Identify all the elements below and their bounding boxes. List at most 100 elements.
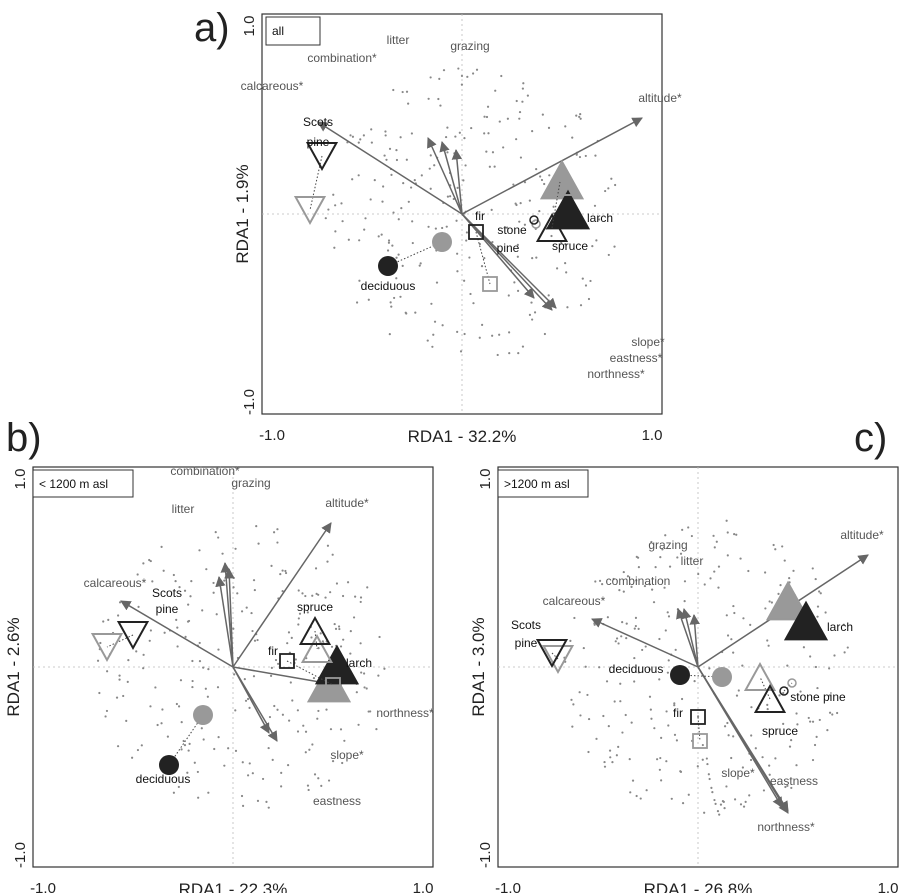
panel-2-sample-point [317, 709, 320, 713]
panel-2-sample-point [248, 706, 251, 709]
panel-2-sample-point [335, 582, 339, 585]
panel-3-sample-point [713, 546, 716, 549]
panel-3-sample-point [836, 711, 839, 715]
panel-2-sample-point [281, 713, 284, 716]
panel-2-sample-point [339, 645, 343, 648]
panel-1-sample-point [407, 102, 410, 105]
panel-1-sample-point [506, 117, 509, 120]
panel-3-sample-point [660, 779, 663, 782]
panel-1-sample-point [614, 183, 617, 187]
panel-3-sample-point [726, 634, 730, 637]
panel-2-sample-point [151, 580, 154, 583]
panel-3-sample-point [750, 734, 753, 737]
panel-1-sample-point [377, 235, 380, 238]
panel-1-sample-point [457, 67, 460, 70]
panel-3-env-label-7: slope* [721, 766, 755, 780]
panel-1-sample-point [363, 228, 366, 231]
panel-3-sample-point [582, 646, 585, 650]
panel-2-sample-point [311, 743, 314, 746]
panel-1-species-symbol-1 [305, 142, 339, 172]
panel-2-sample-point [269, 674, 273, 677]
panel-1-sample-point [502, 146, 505, 149]
panel-2-sample-point [363, 686, 366, 689]
panel-1-sample-point [491, 151, 495, 154]
panel-1-sample-point [418, 264, 421, 267]
panel-1-sample-point [411, 241, 414, 245]
panel-1-sample-point [341, 220, 344, 223]
panel-3-sample-point [601, 583, 604, 586]
panel-2-env-label-5: grazing [231, 476, 270, 490]
panel-3-sample-point [624, 713, 627, 717]
panel-3-sample-point [708, 667, 711, 670]
panel-1-sample-point [439, 104, 442, 107]
panel-2-env-label-3: combination* [170, 464, 240, 478]
panel-1-y-tick-max: 1.0 [241, 16, 258, 37]
panel-2-sample-point [301, 592, 304, 595]
panel-1-sample-point [547, 294, 550, 297]
panel-2-env-label-1: altitude* [325, 496, 369, 510]
panel-1-sample-point [530, 301, 533, 304]
panel-1-sample-point [380, 233, 383, 236]
panel-3-sample-point [648, 583, 651, 586]
panel-1-sample-point [383, 154, 386, 157]
panel-1-sample-point [446, 126, 449, 129]
panel-3-sample-point [762, 789, 766, 792]
panel-1-sample-point [578, 115, 581, 118]
panel-1-sample-point [517, 352, 520, 355]
panel-3-sample-point [626, 575, 630, 578]
panel-3-sample-point [633, 627, 636, 630]
panel-1-sample-point [487, 132, 490, 135]
panel-3-sample-point [809, 655, 812, 658]
panel-1-sample-point [556, 267, 559, 270]
panel-2-sample-point [202, 738, 205, 741]
panel-3-sample-point [637, 627, 640, 631]
panel-2-sample-point [302, 724, 305, 727]
panel-1-sample-point [455, 219, 458, 222]
panel-2-env-arrow-4 [215, 575, 234, 668]
panel-1-sample-point [427, 225, 430, 228]
panel-1-sample-point [426, 339, 429, 342]
panel-3-species-symbol-grey-4 [692, 733, 708, 749]
panel-2-sample-point [268, 715, 272, 719]
panel-1-sample-point [480, 265, 484, 268]
panel-3-sample-point [788, 577, 791, 580]
panel-1-env-label-2: calcareous* [241, 79, 304, 93]
panel-2-species-label-4: spruce [297, 600, 333, 614]
panel-2-sample-point [320, 784, 323, 787]
panel-1-sample-point [397, 218, 400, 221]
panel-1-sample-point [392, 211, 395, 214]
panel-1-sample-point [435, 281, 439, 284]
panel-3-species-symbol-grey-6 [712, 667, 732, 687]
panel-1-sample-point [459, 350, 463, 353]
panel-2-sample-point [244, 699, 248, 702]
panel-1-sample-point [384, 130, 387, 133]
panel-3-sample-point [693, 679, 696, 683]
panel-2-sample-point [357, 723, 360, 726]
panel-3-subset-box [497, 469, 589, 498]
panel-3-sample-point [739, 803, 743, 806]
panel-1-sample-point [334, 230, 337, 233]
panel-3-sample-point [703, 583, 706, 586]
panel-2-sample-point [297, 617, 300, 620]
panel-3-sample-point [648, 668, 651, 671]
panel-3-sample-point [790, 786, 793, 790]
panel-1-sample-point [523, 223, 527, 226]
panel-1-sample-point [512, 183, 515, 186]
panel-1-sample-point [437, 97, 440, 101]
panel-2-sample-point [311, 594, 314, 597]
panel-2-sample-point [240, 610, 244, 613]
panel-1-sample-point [458, 131, 461, 134]
panel-3-sample-point [782, 691, 785, 695]
panel-3-sample-point [681, 802, 685, 805]
panel-2-species-connector-3 [314, 630, 318, 650]
panel-2-sample-point [375, 728, 378, 731]
panel-2-sample-point [135, 650, 138, 653]
panel-1-sample-point [430, 302, 433, 305]
panel-1-sample-point [349, 134, 352, 137]
panel-1-sample-point [552, 205, 555, 208]
panel-2-sample-point [339, 728, 343, 731]
panel-1-sample-point [491, 334, 494, 337]
panel-1-sample-point [399, 295, 402, 298]
panel-2-env-arrow-8 [232, 666, 270, 734]
panel-2-sample-point [329, 728, 333, 731]
